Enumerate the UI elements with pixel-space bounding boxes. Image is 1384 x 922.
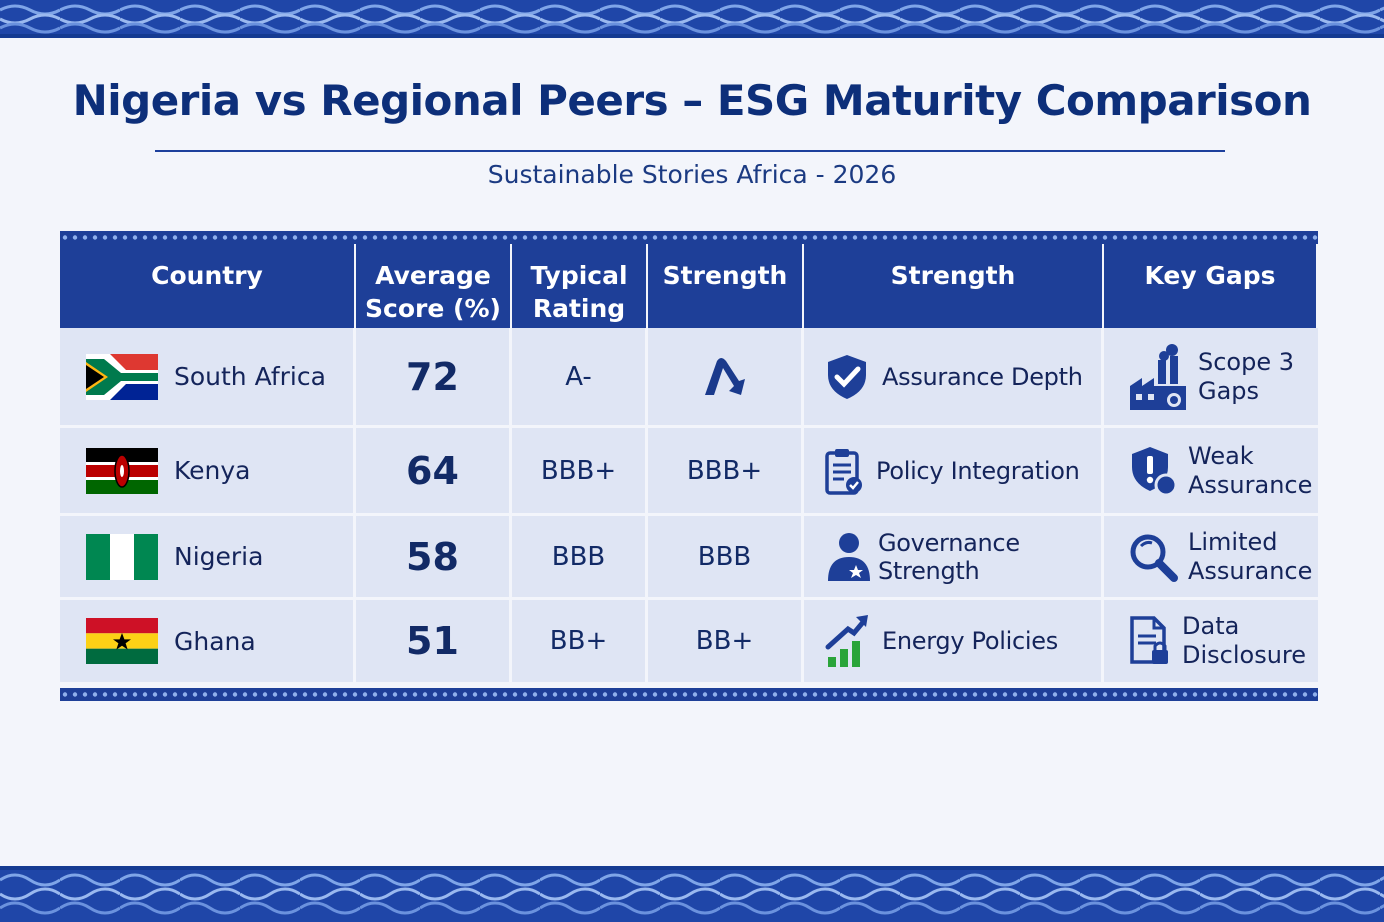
strength-area: Assurance Depth xyxy=(804,328,1104,428)
key-gap-label: Weak Assurance xyxy=(1188,441,1313,499)
table-top-border xyxy=(60,231,1318,244)
country-name: Nigeria xyxy=(174,542,264,571)
strength-label: Assurance Depth xyxy=(882,362,1083,391)
key-gap-label: Scope 3 Gaps xyxy=(1198,347,1295,405)
clipboard-check-icon xyxy=(825,448,862,495)
page-subtitle: Sustainable Stories Africa - 2026 xyxy=(487,160,897,189)
key-gap: Data Disclosure xyxy=(1104,600,1318,685)
column-header-country[interactable]: Country xyxy=(60,244,356,328)
column-header-strength[interactable]: Strength xyxy=(804,244,1104,328)
strength-rating: BBB+ xyxy=(648,428,804,516)
table-row-south-africa-country: South Africa xyxy=(60,328,356,428)
typical-rating: BBB+ xyxy=(512,428,648,516)
country-name: South Africa xyxy=(174,362,326,391)
title-divider xyxy=(155,150,1225,152)
strength-label: Governance Strength xyxy=(878,528,1020,585)
strength-rating xyxy=(648,328,804,428)
page-title: Nigeria vs Regional Peers – ESG Maturity… xyxy=(72,76,1312,125)
table-row-ghana-country: Ghana xyxy=(60,600,356,685)
document-lock-icon xyxy=(1130,616,1168,664)
table-row-kenya-country: Kenya xyxy=(60,428,356,516)
key-gap: Weak Assurance xyxy=(1104,428,1318,516)
key-gap: Scope 3 Gaps xyxy=(1104,328,1318,428)
column-header-typical-rating[interactable]: Typical Rating xyxy=(512,244,648,328)
average-score: 51 xyxy=(356,600,512,685)
shield-warning-icon xyxy=(1132,446,1178,496)
average-score: 64 xyxy=(356,428,512,516)
rating-arrow-icon xyxy=(704,357,745,395)
strength-rating: BB+ xyxy=(648,600,804,685)
average-score: 72 xyxy=(356,328,512,428)
shield-check-icon xyxy=(828,354,866,399)
magnifier-icon xyxy=(1130,534,1178,582)
kenya-flag-icon xyxy=(86,447,158,494)
strength-area: Policy Integration xyxy=(804,428,1104,516)
factory-icon xyxy=(1130,343,1186,410)
strength-area: Energy Policies xyxy=(804,600,1104,685)
typical-rating: BBB xyxy=(512,516,648,600)
country-name: Ghana xyxy=(174,626,256,656)
column-header-key-gaps[interactable]: Key Gaps xyxy=(1104,244,1318,328)
nigeria-flag-icon xyxy=(86,533,158,580)
key-gap-label: Data Disclosure xyxy=(1182,612,1307,669)
table-row-nigeria-country: Nigeria xyxy=(60,516,356,600)
person-star-icon xyxy=(828,532,870,581)
strength-rating: BBB xyxy=(648,516,804,600)
strength-label: Policy Integration xyxy=(876,456,1080,485)
growth-chart-icon xyxy=(825,615,868,667)
top-decorative-band xyxy=(0,0,1384,38)
comparison-table: Country Average Score (%) Typical Rating… xyxy=(60,231,1318,701)
south-africa-flag-icon xyxy=(86,353,158,400)
typical-rating: A- xyxy=(512,328,648,428)
average-score: 58 xyxy=(356,516,512,600)
strength-area: Governance Strength xyxy=(804,516,1104,600)
bottom-decorative-band xyxy=(0,866,1384,922)
key-gap: Limited Assurance xyxy=(1104,516,1318,600)
strength-label: Energy Policies xyxy=(882,627,1058,655)
country-name: Kenya xyxy=(174,456,251,485)
column-header-strength-rating[interactable]: Strength xyxy=(648,244,804,328)
table-bottom-border xyxy=(60,688,1318,701)
key-gap-label: Limited Assurance xyxy=(1188,527,1313,585)
typical-rating: BB+ xyxy=(512,600,648,685)
ghana-flag-icon xyxy=(86,618,158,664)
column-header-average-score[interactable]: Average Score (%) xyxy=(356,244,512,328)
